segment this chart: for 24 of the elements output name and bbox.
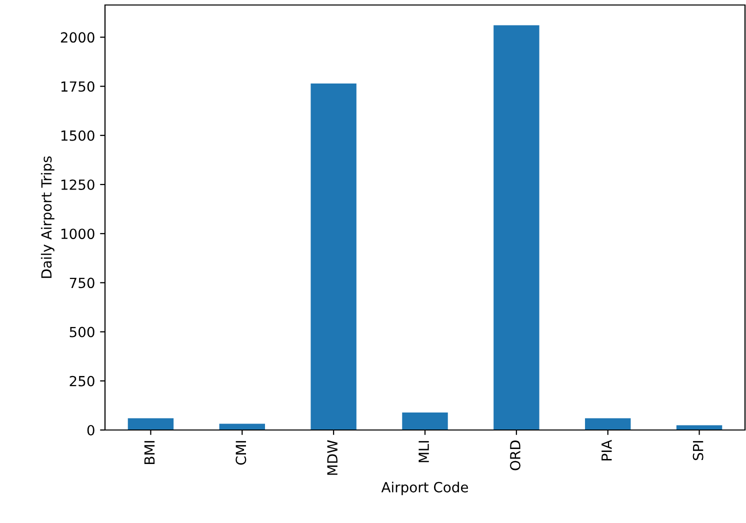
y-tick-label: 750 bbox=[70, 278, 94, 288]
y-tick-label: 1750 bbox=[61, 81, 94, 92]
y-tick-label: 1500 bbox=[61, 130, 94, 141]
y-axis-title: Daily Airport Trips bbox=[40, 156, 54, 278]
x-tick-label: MLI bbox=[418, 441, 429, 462]
bar bbox=[128, 418, 174, 430]
bar bbox=[494, 25, 540, 430]
bar bbox=[219, 424, 265, 430]
y-tick-label: 0 bbox=[87, 424, 94, 436]
x-tick-label: PIA bbox=[602, 440, 612, 460]
bar bbox=[585, 418, 631, 430]
y-tick-label: 250 bbox=[70, 376, 94, 386]
bar bbox=[310, 84, 356, 430]
bar bbox=[402, 412, 448, 430]
y-tick-label: 1250 bbox=[61, 179, 94, 190]
x-tick-label: ORD bbox=[510, 440, 520, 470]
y-tick-label: 1000 bbox=[61, 228, 94, 240]
y-tick-label: 500 bbox=[70, 326, 94, 338]
y-tick-label: 2000 bbox=[60, 32, 94, 43]
x-tick-label: BMI bbox=[144, 441, 155, 464]
x-tick-label: SPI bbox=[692, 441, 704, 460]
x-axis-title: Airport Code bbox=[381, 482, 468, 496]
x-tick-label: MDW bbox=[327, 440, 338, 475]
x-tick-label: CMI bbox=[236, 441, 246, 465]
